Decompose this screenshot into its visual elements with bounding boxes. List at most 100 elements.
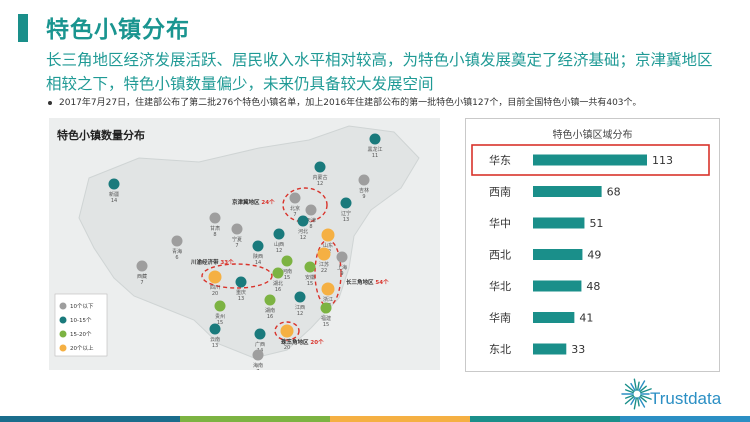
map-point-name: 广西: [255, 341, 265, 348]
map-point-count: 13: [212, 343, 218, 349]
map-point-count: 15: [323, 322, 329, 328]
bar-category-label: 华东: [489, 153, 511, 167]
map-point-count: 6: [175, 255, 178, 261]
bar-row-东北: 东北 33: [489, 343, 585, 356]
bar-category-label: 华中: [489, 216, 511, 230]
map-point-count: 12: [300, 235, 306, 241]
map-point-marker: [336, 251, 348, 263]
map-point-name: 广东: [282, 338, 292, 345]
map-legend: 10个以下 10-15个 15-20个 20个以上: [54, 293, 108, 357]
map-point-marker: [321, 282, 335, 296]
map-point-name: 内蒙古: [312, 174, 327, 181]
highlight-box: [471, 144, 710, 176]
bar: [533, 343, 567, 355]
map-points: 黑龙江11吉林9辽宁13内蒙古12北京7天津8河北12山东22山西12河南15陕…: [108, 133, 383, 370]
map-point-marker: [297, 215, 309, 227]
map-point-name: 辽宁: [341, 210, 351, 217]
highlight-ellipse: [274, 321, 300, 341]
legend-swatch: [59, 330, 67, 338]
map-point-青海: 青海6: [171, 235, 183, 261]
map-point-name: 山东: [323, 242, 333, 249]
map-point-marker: [273, 228, 285, 240]
map-point-marker: [358, 174, 370, 186]
title-accent-bar: [18, 14, 28, 42]
map-point-count: 22: [321, 268, 327, 274]
map-point-count: 14: [111, 198, 117, 204]
map-point-count: 8: [309, 224, 312, 230]
map-point-marker: [340, 197, 352, 209]
bar-value-label: 41: [579, 312, 593, 325]
legend-label: 15-20个: [70, 331, 92, 338]
map-point-count: 7: [256, 369, 259, 370]
map-point-name: 浙江: [323, 296, 333, 303]
bar-value-label: 113: [652, 154, 673, 167]
footer-color-strip: [0, 416, 750, 422]
legend-swatch: [59, 344, 67, 352]
trustdata-logo-icon: [621, 378, 652, 410]
map-point-count: 9: [362, 194, 365, 200]
map-point-name: 福建: [321, 315, 331, 322]
map-point-name: 云南: [210, 336, 220, 343]
bar-category-label: 东北: [489, 343, 511, 356]
page-subtitle: 长三角地区经济发展活跃、居民收入水平相对较高，为特色小镇发展奠定了经济基础；京津…: [46, 51, 713, 93]
map-point-上海: 上海9: [336, 251, 348, 277]
bullet-note: 2017年7月27日，住建部公布了第二批276个特色小镇名单，加上2016年住建…: [48, 95, 642, 108]
region-annotation: 珠三角地区 20个: [281, 338, 324, 346]
map-point-marker: [231, 223, 243, 235]
bar-value-label: 68: [607, 186, 621, 199]
map-point-marker: [235, 276, 247, 288]
legend-item: 10个以下: [59, 302, 94, 310]
map-point-海南: 海南7: [252, 349, 264, 370]
logo-text: Trustdata: [650, 389, 722, 408]
map-point-name: 江西: [295, 304, 305, 311]
map-point-count: 13: [238, 296, 244, 302]
bar-value-label: 48: [586, 280, 600, 293]
map-point-count: 20: [212, 291, 218, 297]
bar-category-label: 西北: [489, 249, 511, 262]
map-point-count: 12: [297, 311, 303, 317]
map-point-name: 上海: [337, 264, 347, 271]
map-point-甘肃: 甘肃8: [209, 212, 221, 238]
map-point-marker: [108, 178, 120, 190]
map-point-count: 7: [235, 243, 238, 249]
bar-row-西南: 西南 68: [489, 186, 621, 199]
map-point-name: 陕西: [253, 253, 263, 260]
legend-item: 10-15个: [59, 316, 92, 324]
bar-value-label: 33: [571, 343, 585, 356]
legend-swatch: [59, 316, 67, 324]
map-point-name: 湖北: [273, 280, 283, 287]
map-point-count: 9: [340, 271, 343, 277]
map-point-marker: [321, 228, 335, 242]
map-point-marker: [209, 212, 221, 224]
legend-label: 10个以下: [70, 303, 94, 310]
map-point-marker: [252, 349, 264, 361]
bar-value-label: 51: [589, 217, 603, 230]
map-point-name: 宁夏: [232, 236, 242, 243]
map-point-marker: [264, 294, 276, 306]
map-point-marker: [304, 261, 316, 273]
map-point-name: 河北: [298, 228, 308, 235]
map-point-name: 新疆: [109, 191, 119, 198]
map-point-count: 15: [217, 320, 223, 326]
map-point-吉林: 吉林9: [358, 174, 370, 200]
map-title: 特色小镇数量分布: [57, 129, 145, 142]
map-point-marker: [136, 260, 148, 272]
map-point-marker: [320, 302, 332, 314]
map-point-name: 甘肃: [210, 225, 220, 232]
map-point-marker: [317, 247, 331, 261]
bar-value-label: 49: [587, 249, 601, 262]
map-point-marker: [294, 291, 306, 303]
map-point-宁夏: 宁夏7: [231, 223, 243, 249]
